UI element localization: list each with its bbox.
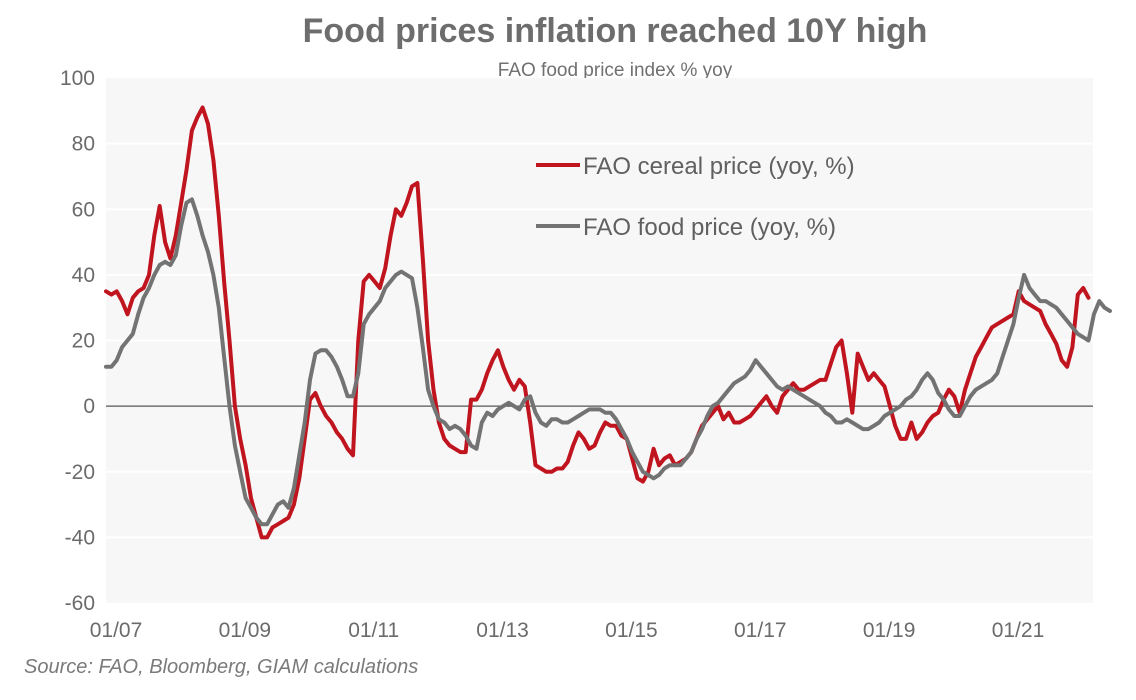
x-tick-label: 01/17 (734, 619, 787, 642)
legend-label: FAO cereal price (yoy, %) (583, 153, 855, 180)
x-tick-label: 01/09 (219, 619, 272, 642)
x-axis: 01/07 01/09 01/11 01/13 01/15 01/17 01/19 01/21 (90, 619, 1045, 642)
source-note: Source: FAO, Bloomberg, GIAM calculation… (24, 656, 419, 678)
legend-label: FAO food price (yoy, %) (583, 214, 836, 241)
series-line-cereal-price (104, 105, 1091, 540)
y-tick-label: -20 (65, 461, 95, 484)
x-tick-label: 01/07 (90, 619, 143, 642)
y-tick-label: 0 (83, 395, 95, 418)
y-tick-label: 100 (60, 67, 95, 90)
y-tick-label: 60 (72, 198, 95, 221)
series-line-food-price (104, 197, 1112, 527)
y-axis: 100 80 60 40 20 0 -20 -40 -60 (60, 67, 95, 615)
y-tick-label: -40 (65, 526, 95, 549)
x-tick-label: 01/15 (605, 619, 658, 642)
x-tick-label: 01/21 (992, 619, 1045, 642)
x-tick-label: 01/13 (476, 619, 529, 642)
chart-subtitle: FAO food price index % yoy (497, 60, 733, 81)
y-tick-label: 80 (72, 133, 95, 156)
gridlines (106, 142, 1093, 539)
y-tick-label: -60 (65, 592, 95, 615)
y-tick-label: 20 (72, 330, 95, 353)
series-group (104, 105, 1112, 540)
legend: FAO cereal price (yoy, %) FAO food price … (536, 153, 855, 241)
chart-title: Food prices inflation reached 10Y high (302, 12, 928, 50)
x-tick-label: 01/11 (348, 619, 399, 642)
x-tick-label: 01/19 (863, 619, 916, 642)
y-tick-label: 40 (72, 264, 95, 287)
